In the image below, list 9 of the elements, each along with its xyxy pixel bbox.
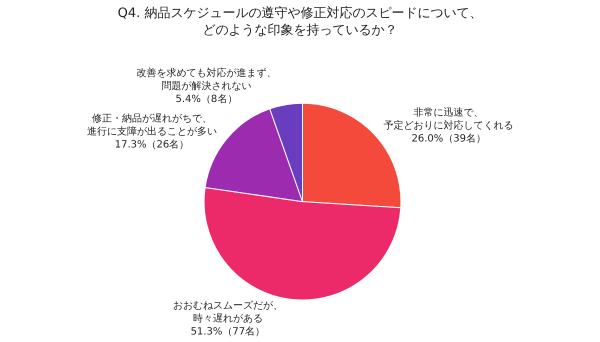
slice-label: 改善を求めても対応が進まず、問題が解決されない <box>136 67 276 92</box>
slice-label: 非常に迅速で、予定どおりに対応してくれる <box>384 106 514 132</box>
data-label: 51.3%（77名） <box>190 325 266 338</box>
slice-label: おおむねスムーズだが、時々遅れがある <box>172 299 283 324</box>
chart-title: Q4. 納品スケジュールの遵守や修正対応のスピードについて、どのような印象を持っているか？ <box>118 5 482 38</box>
data-label: 26.0%（39名） <box>411 132 486 144</box>
data-label: 5.4%（8名） <box>175 93 238 106</box>
data-label: 17.3%（26名） <box>114 138 190 150</box>
slice-label: 修正・納品が遅れがちで、進行に支障が出ることが多い <box>86 112 217 138</box>
